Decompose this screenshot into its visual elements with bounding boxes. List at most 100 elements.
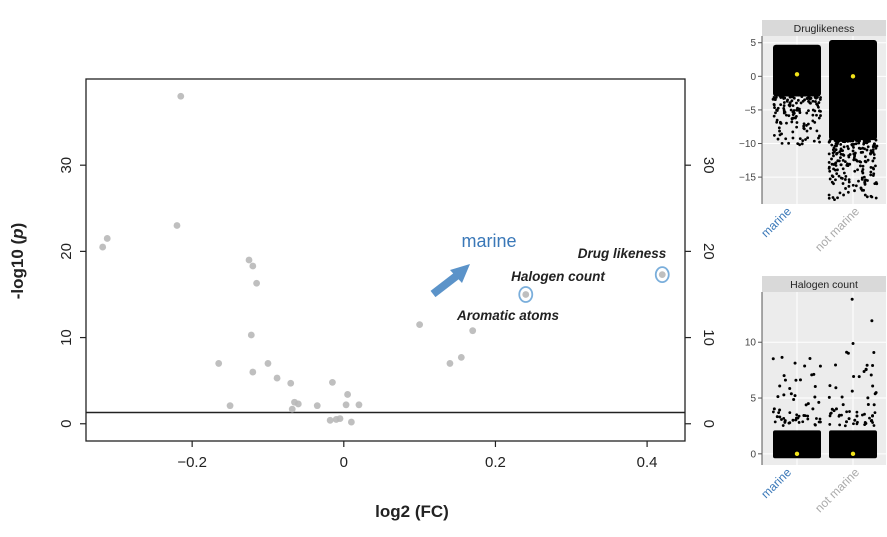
jitter-point [829,412,832,416]
jitter-point [791,130,795,134]
x-tick-label: 0.4 [637,454,658,471]
data-point [249,262,257,270]
data-point [249,368,257,376]
jitter-point [870,319,874,323]
jitter-point [842,145,846,149]
data-point [457,353,465,361]
jitter-point [813,385,817,389]
druglikeness-title: Druglikeness [794,23,855,35]
jitter-point [861,150,865,154]
jitter-point [775,415,779,419]
jitter-point [813,121,817,124]
jitter-point [849,139,852,143]
jitter-point [873,182,877,186]
jitter-point [800,142,804,146]
y-tick-label: 0 [750,72,756,83]
jitter-point [863,181,867,185]
jitter-point [795,125,799,129]
jitter-point [834,168,837,172]
jitter-point [782,393,786,397]
jitter-point [811,113,815,117]
jitter-point [834,386,838,390]
jitter-point [812,139,816,143]
jitter-point [853,418,857,422]
jitter-point [779,103,783,107]
jitter-point [784,113,788,117]
jitter-point [835,151,839,155]
jitter-point [841,153,845,156]
jitter-point [872,153,876,156]
jitter-point [828,414,832,418]
jitter-point [775,108,779,112]
jitter-point [772,134,776,137]
jitter-point [846,190,850,194]
median-point [850,74,856,79]
jitter-point [782,101,786,104]
jitter-point [871,414,875,418]
jitter-point [864,155,867,159]
jitter-point [798,378,802,382]
jitter-point [836,140,840,144]
jitter-point [803,364,807,368]
jitter-point [866,396,870,400]
jitter-point [841,158,845,162]
jitter-point [780,355,784,359]
jitter-point [793,394,797,398]
jitter-point [795,101,798,105]
jitter-point [863,412,866,416]
jitter-point [774,111,777,115]
jitter-point [833,150,836,154]
jitter-point [866,145,870,149]
jitter-point [813,395,817,399]
jitter-point [838,191,842,195]
data-point [469,327,477,335]
jitter-point [851,149,855,153]
jitter-point [827,161,831,164]
jitter-point [832,154,835,158]
jitter-point [841,182,845,185]
jitter-point [802,122,806,126]
jitter-point [771,357,775,361]
jitter-point [782,374,786,378]
jitter-point [839,163,843,167]
jitter-point [874,391,878,395]
jitter-point [775,118,779,122]
jitter-point [847,180,851,184]
jitter-point [850,389,854,393]
jitter-point [861,164,865,168]
jitter-point [827,193,831,197]
jitter-point [870,195,874,199]
jitter-point [817,136,820,140]
marine-tick-label: marine [758,465,794,501]
jitter-point [844,187,847,190]
inset-title-strip [762,20,886,36]
jitter-point [852,375,856,379]
jitter-point [786,98,789,102]
jitter-point [818,364,822,368]
jitter-point [871,148,875,152]
jitter-point [872,424,876,427]
jitter-point [806,402,810,406]
jitter-point [841,403,845,407]
jitter-point [807,99,810,103]
data-point [245,256,253,264]
jitter-point [818,140,821,144]
dense-point-cloud [773,430,821,459]
jitter-points [771,40,879,202]
jitter-point [778,129,781,133]
data-point [103,235,111,242]
jitter-point [814,96,818,100]
jitter-point [872,167,876,171]
jitter-point [772,407,776,411]
jitter-point [818,134,821,138]
jitter-point [847,184,851,188]
jitter-point [811,99,815,103]
jitter-point [782,106,786,110]
jitter-point [788,101,792,105]
jitter-point [831,175,835,178]
jitter-point [852,146,855,149]
data-point [342,401,350,409]
data-point [173,222,181,229]
jitter-point [838,423,842,427]
